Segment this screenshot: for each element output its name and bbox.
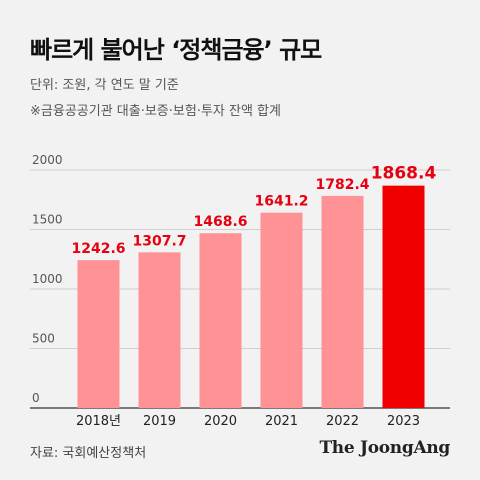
- bar-2: [138, 252, 181, 408]
- x-axis-ticks: 2018년 2019 2020 2021 2022 2023: [76, 414, 420, 429]
- x-tick-label-6: 2023: [387, 414, 420, 429]
- bars: [77, 185, 425, 408]
- y-tick-label: 1000: [32, 272, 63, 286]
- chart-title: 빠르게 불어난 ‘정책금융’ 규모: [30, 36, 322, 64]
- brand-logo: The JoongAng: [319, 438, 450, 458]
- x-tick-label-3: 2020: [204, 414, 237, 429]
- y-axis-ticks: 0 500 1000 1500 2000: [32, 153, 63, 405]
- unit-label: 단위: 조원, 각 연도 말 기준: [30, 78, 179, 93]
- bar-6: [382, 185, 425, 408]
- x-tick-label-4: 2021: [265, 414, 298, 429]
- y-tick-label: 500: [32, 332, 55, 346]
- bar-5: [321, 195, 364, 408]
- value-label-6: 1868.4: [371, 164, 437, 184]
- value-label-4: 1641.2: [254, 194, 308, 210]
- chart-note: ※금융공공기관 대출·보증·보험·투자 잔액 합계: [30, 104, 281, 119]
- bar-1: [77, 260, 120, 408]
- value-label-3: 1468.6: [193, 214, 247, 230]
- y-tick-label: 0: [32, 391, 40, 405]
- y-tick-label: 2000: [32, 153, 63, 167]
- value-label-2: 1307.7: [132, 233, 186, 249]
- y-tick-label: 1500: [32, 213, 63, 227]
- bar-3: [199, 233, 242, 408]
- x-tick-label-1: 2018년: [76, 414, 121, 429]
- x-tick-label-2: 2019: [143, 414, 176, 429]
- x-tick-label-5: 2022: [326, 414, 359, 429]
- value-label-1: 1242.6: [71, 241, 125, 257]
- source-label: 자료: 국회예산정책처: [30, 446, 147, 461]
- bar-4: [260, 212, 303, 408]
- value-label-5: 1782.4: [315, 177, 369, 193]
